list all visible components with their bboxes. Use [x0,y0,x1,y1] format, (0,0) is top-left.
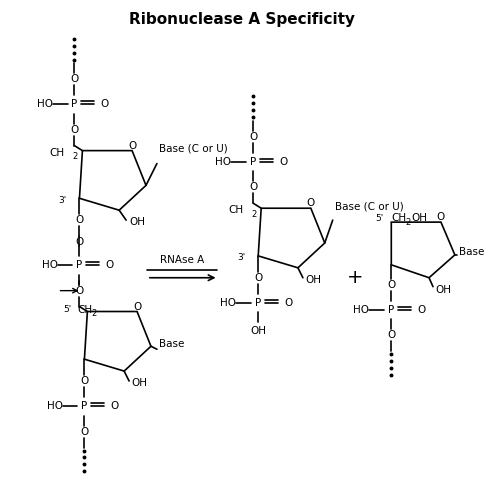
Text: O: O [386,330,395,340]
Text: +: + [346,268,363,287]
Text: HO: HO [37,99,53,109]
Text: Base: Base [458,247,483,257]
Text: O: O [386,280,395,290]
Text: OH: OH [434,285,450,295]
Text: HO: HO [46,401,62,411]
Text: O: O [133,301,141,312]
Text: P: P [81,401,87,411]
Text: O: O [254,273,262,283]
Text: O: O [80,376,88,386]
Text: CH: CH [228,205,243,215]
Text: OH: OH [131,378,147,388]
Text: CH: CH [390,213,406,223]
Text: O: O [70,74,79,84]
Text: Base (C or U): Base (C or U) [159,144,227,154]
Text: O: O [248,182,257,192]
Text: O: O [105,260,113,270]
Text: O: O [80,427,88,437]
Text: 2: 2 [405,217,409,227]
Text: HO: HO [215,156,231,167]
Text: Base (C or U): Base (C or U) [334,201,403,211]
Text: O: O [416,304,425,314]
Text: P: P [76,260,82,270]
Text: 5': 5' [374,214,383,223]
Text: 2: 2 [251,210,256,219]
Text: OH: OH [250,326,265,336]
Text: O: O [128,141,136,151]
Text: Ribonuclease A Specificity: Ribonuclease A Specificity [129,12,355,27]
Text: OH: OH [410,213,427,223]
Text: O: O [279,156,287,167]
Text: OH: OH [129,217,145,227]
Text: 3': 3' [58,196,66,205]
Text: O: O [70,125,79,135]
Text: O: O [75,215,83,225]
Text: HO: HO [353,304,369,314]
Text: CH: CH [77,304,92,314]
Text: 3': 3' [237,253,245,263]
Text: OH: OH [304,275,320,285]
Text: P: P [387,304,394,314]
Text: P: P [255,298,261,308]
Text: O: O [248,132,257,142]
Text: O: O [110,401,118,411]
Text: P: P [249,156,256,167]
Text: HO: HO [220,298,236,308]
Text: O: O [75,237,83,247]
Text: Base: Base [159,339,184,349]
Text: 5': 5' [63,305,71,314]
Text: P: P [71,99,78,109]
Text: O: O [306,198,314,208]
Text: CH: CH [49,148,64,157]
Text: O: O [284,298,292,308]
Text: O: O [436,212,444,222]
Text: O: O [75,286,83,296]
Text: 2: 2 [91,309,97,318]
Text: RNAse A: RNAse A [159,255,203,265]
Text: O: O [100,99,108,109]
Text: 2: 2 [72,152,78,161]
Text: HO: HO [41,260,58,270]
